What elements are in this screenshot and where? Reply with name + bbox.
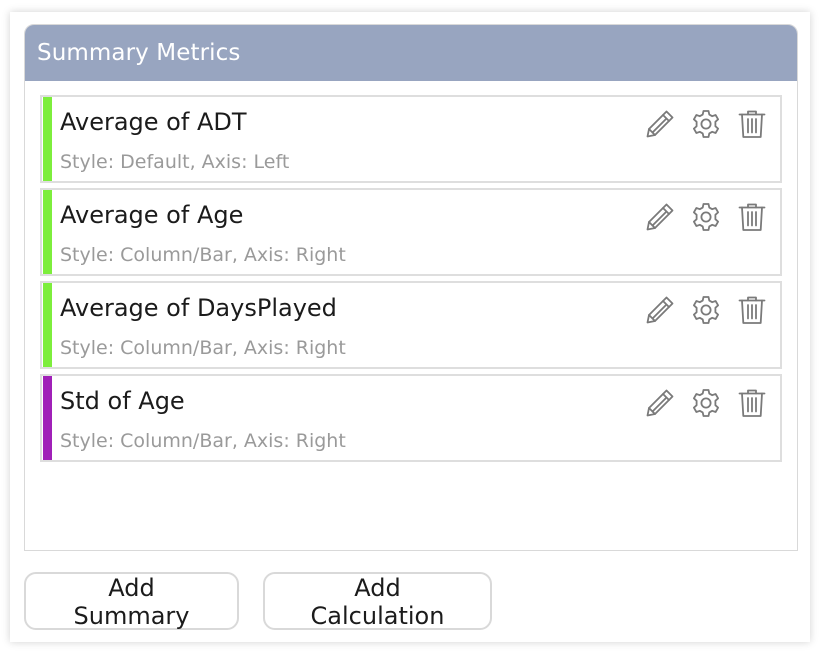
edit-button[interactable]	[643, 200, 677, 234]
add-calculation-button[interactable]: Add Calculation	[263, 572, 492, 630]
trash-icon	[738, 203, 766, 231]
metric-color-bar	[43, 376, 52, 460]
metric-name: Average of DaysPlayed	[60, 294, 337, 322]
trash-icon	[738, 296, 766, 324]
metric-color-bar	[43, 190, 52, 274]
summary-metrics-panel: Summary Metrics Average of ADT Style: De…	[24, 24, 798, 551]
metric-description: Style: Column/Bar, Axis: Right	[60, 244, 346, 266]
delete-button[interactable]	[735, 200, 769, 234]
metric-name: Average of Age	[60, 201, 244, 229]
metric-name: Average of ADT	[60, 108, 247, 136]
metric-card: Std of Age Style: Column/Bar, Axis: Righ…	[40, 374, 782, 462]
settings-button[interactable]	[689, 107, 723, 141]
metric-card: Average of Age Style: Column/Bar, Axis: …	[40, 188, 782, 276]
pencil-icon	[646, 389, 674, 417]
metric-color-bar	[43, 97, 52, 181]
panel-header: Summary Metrics	[25, 25, 797, 81]
metric-description: Style: Default, Axis: Left	[60, 151, 290, 173]
delete-button[interactable]	[735, 386, 769, 420]
settings-button[interactable]	[689, 386, 723, 420]
gear-icon	[693, 203, 719, 231]
metric-actions	[643, 293, 769, 327]
metric-actions	[643, 386, 769, 420]
metric-card: Average of DaysPlayed Style: Column/Bar,…	[40, 281, 782, 369]
gear-icon	[693, 389, 719, 417]
pencil-icon	[646, 296, 674, 324]
edit-button[interactable]	[643, 107, 677, 141]
metric-name: Std of Age	[60, 387, 185, 415]
metric-card: Average of ADT Style: Default, Axis: Lef…	[40, 95, 782, 183]
gear-icon	[693, 296, 719, 324]
panel-title: Summary Metrics	[37, 40, 241, 66]
pencil-icon	[646, 203, 674, 231]
metric-description: Style: Column/Bar, Axis: Right	[60, 430, 346, 452]
delete-button[interactable]	[735, 293, 769, 327]
settings-button[interactable]	[689, 200, 723, 234]
metric-actions	[643, 107, 769, 141]
edit-button[interactable]	[643, 386, 677, 420]
pencil-icon	[646, 110, 674, 138]
metric-description: Style: Column/Bar, Axis: Right	[60, 337, 346, 359]
metric-list: Average of ADT Style: Default, Axis: Lef…	[40, 95, 782, 467]
delete-button[interactable]	[735, 107, 769, 141]
add-summary-button[interactable]: Add Summary	[24, 572, 239, 630]
trash-icon	[738, 110, 766, 138]
trash-icon	[738, 389, 766, 417]
metric-actions	[643, 200, 769, 234]
gear-icon	[693, 110, 719, 138]
settings-button[interactable]	[689, 293, 723, 327]
metric-color-bar	[43, 283, 52, 367]
edit-button[interactable]	[643, 293, 677, 327]
